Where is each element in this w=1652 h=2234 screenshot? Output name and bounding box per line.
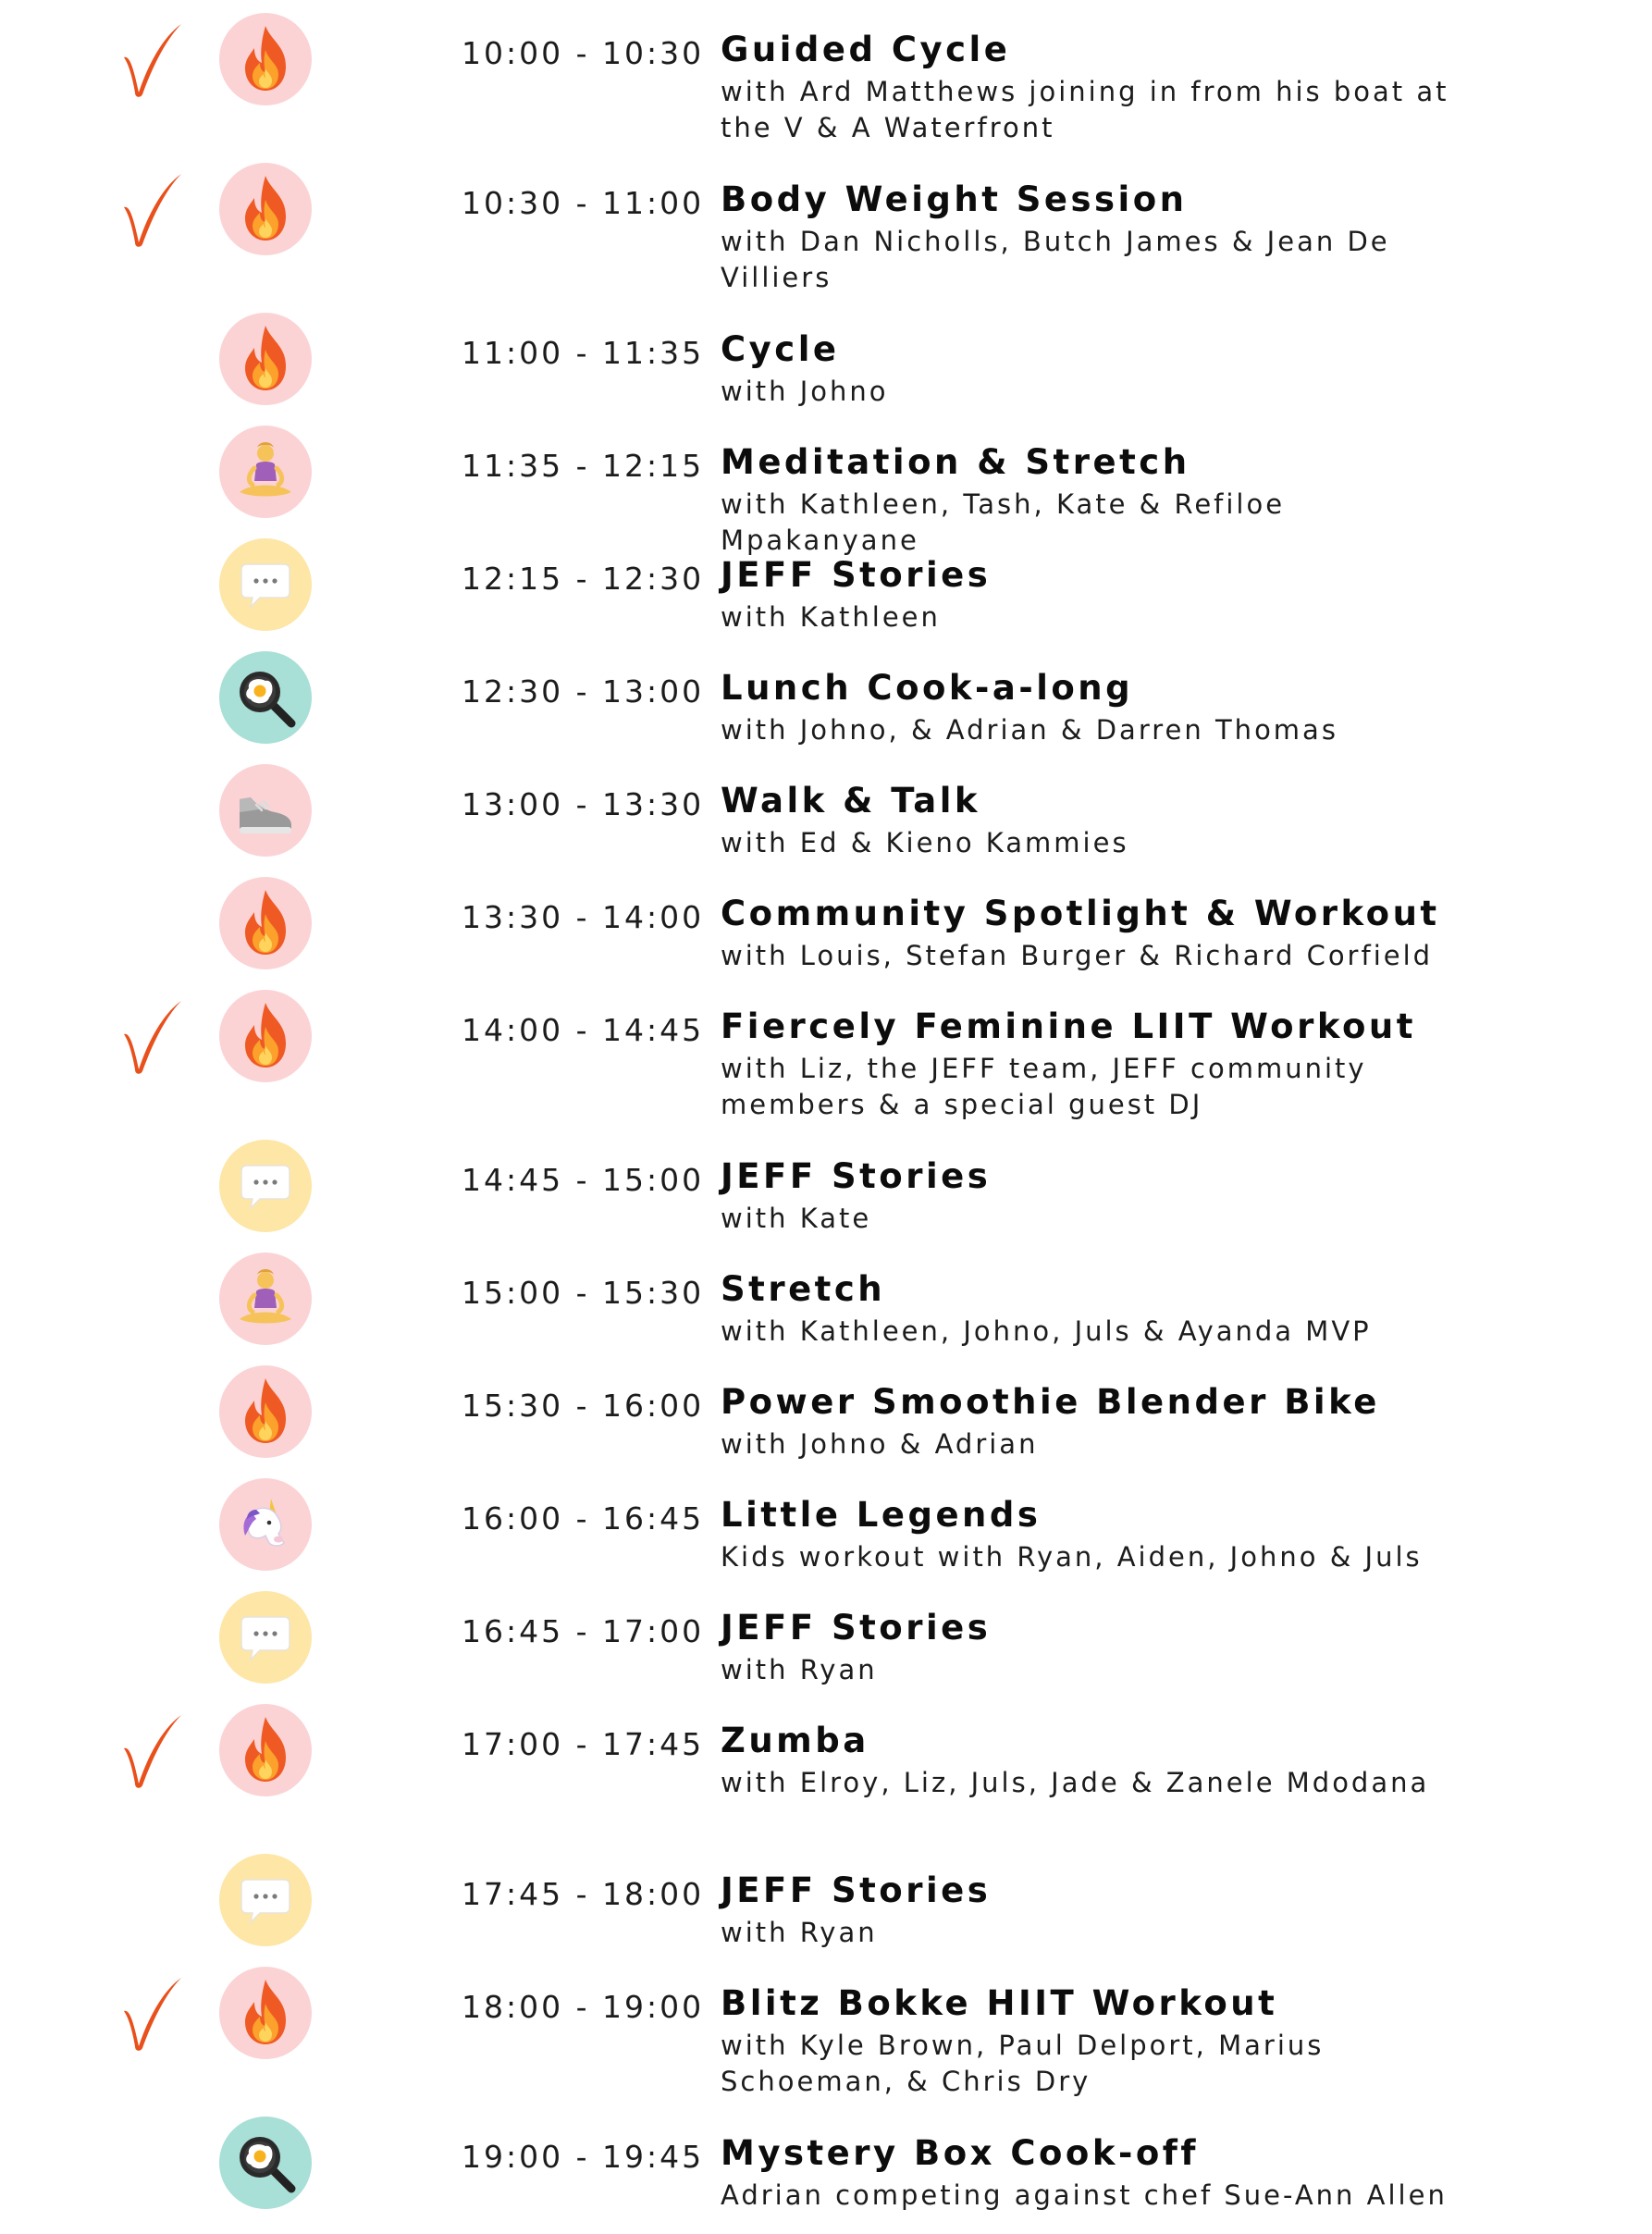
session-hosts: with Kathleen xyxy=(721,601,941,633)
time-range: 15:00 - 15:30 xyxy=(462,1275,705,1311)
speech-bubble-icon xyxy=(219,1140,312,1232)
frying-pan-egg-icon xyxy=(219,2117,312,2209)
session-title: JEFF Stories xyxy=(721,1870,992,1910)
schedule-item: 10:00 - 10:30 Guided Cycle with Ard Matthe… xyxy=(0,0,1652,143)
session-title: Fiercely Feminine LIIT Workout xyxy=(721,1006,1416,1046)
session-title: JEFF Stories xyxy=(721,1608,992,1648)
session-title: JEFF Stories xyxy=(721,555,992,595)
schedule-item: 17:00 - 17:45 Zumba with Elroy, Liz, Juls,… xyxy=(0,1691,1652,1821)
time-range: 17:00 - 17:45 xyxy=(462,1726,705,1762)
speech-bubble-icon xyxy=(219,1854,312,1946)
fire-icon xyxy=(219,1365,312,1458)
schedule-item: 16:45 - 17:00 JEFF Stories with Ryan xyxy=(0,1578,1652,1708)
schedule-item: 19:00 - 19:45 Mystery Box Cook-off Adrian … xyxy=(0,2104,1652,2233)
fire-icon xyxy=(219,877,312,969)
fire-icon xyxy=(219,163,312,255)
session-hosts: with Johno, & Adrian & Darren Thomas xyxy=(721,714,1338,746)
time-range: 10:00 - 10:30 xyxy=(462,35,705,71)
schedule-item: 18:00 - 19:00 Blitz Bokke HIIT Workout wit… xyxy=(0,1954,1652,2097)
time-range: 11:00 - 11:35 xyxy=(462,335,705,371)
checkmark-icon xyxy=(120,1974,185,2052)
checkmark-icon xyxy=(120,997,185,1075)
schedule-item: 12:30 - 13:00 Lunch Cook-a-long with Johno… xyxy=(0,638,1652,768)
time-range: 18:00 - 19:00 xyxy=(462,1989,705,2025)
time-range: 13:30 - 14:00 xyxy=(462,899,705,935)
schedule-item: 13:30 - 14:00 Community Spotlight & Worko… xyxy=(0,864,1652,994)
unicorn-icon xyxy=(219,1478,312,1571)
session-title: Body Weight Session xyxy=(721,179,1188,219)
session-hosts: with Johno & Adrian xyxy=(721,1428,1039,1460)
session-hosts: with Liz, the JEFF team, JEFF community … xyxy=(721,1053,1367,1120)
schedule-item: 15:00 - 15:30 Stretch with Kathleen, Johno… xyxy=(0,1240,1652,1369)
schedule-item: 14:45 - 15:00 JEFF Stories with Kate xyxy=(0,1127,1652,1256)
checkmark-icon xyxy=(120,170,185,248)
schedule-item: 11:00 - 11:35 Cycle with Johno xyxy=(0,300,1652,429)
checkmark-icon xyxy=(120,20,185,98)
schedule-item: 10:30 - 11:00 Body Weight Session with Dan… xyxy=(0,150,1652,293)
time-range: 10:30 - 11:00 xyxy=(462,185,705,221)
schedule-item: 16:00 - 16:45 Little Legends Kids workout … xyxy=(0,1465,1652,1595)
fire-icon xyxy=(219,1704,312,1796)
session-hosts: Kids workout with Ryan, Aiden, Johno & J… xyxy=(721,1541,1423,1573)
time-range: 14:45 - 15:00 xyxy=(462,1162,705,1198)
checkmark-icon xyxy=(120,1711,185,1789)
fire-icon xyxy=(219,13,312,105)
session-title: Little Legends xyxy=(721,1495,1042,1535)
speech-bubble-icon xyxy=(219,538,312,631)
sneaker-icon xyxy=(219,764,312,857)
meditation-icon xyxy=(219,1253,312,1345)
session-title: Walk & Talk xyxy=(721,781,981,821)
session-hosts: with Ed & Kieno Kammies xyxy=(721,827,1129,858)
session-hosts: with Kathleen, Tash, Kate & Refiloe Mpak… xyxy=(721,488,1286,556)
time-range: 19:00 - 19:45 xyxy=(462,2139,705,2175)
session-hosts: with Ryan xyxy=(721,1917,878,1948)
time-range: 12:30 - 13:00 xyxy=(462,673,705,710)
session-hosts: with Ryan xyxy=(721,1654,878,1685)
session-title: Stretch xyxy=(721,1269,886,1309)
session-title: Guided Cycle xyxy=(721,30,1011,69)
session-hosts: with Kyle Brown, Paul Delport, Marius Sc… xyxy=(721,2030,1325,2097)
schedule-item: 14:00 - 14:45 Fiercely Feminine LIIT Work… xyxy=(0,977,1652,1120)
session-title: Power Smoothie Blender Bike xyxy=(721,1382,1380,1422)
time-range: 12:15 - 12:30 xyxy=(462,561,705,597)
schedule-item: 11:35 - 12:15 Meditation & Stretch with Ka… xyxy=(0,413,1652,556)
time-range: 15:30 - 16:00 xyxy=(462,1388,705,1424)
session-hosts: with Ard Matthews joining in from his bo… xyxy=(721,76,1449,143)
session-title: Zumba xyxy=(721,1721,869,1760)
session-title: Community Spotlight & Workout xyxy=(721,894,1440,933)
schedule-item: 12:15 - 12:30 JEFF Stories with Kathleen xyxy=(0,525,1652,655)
session-hosts: with Dan Nicholls, Butch James & Jean De… xyxy=(721,226,1390,293)
schedule-item: 13:00 - 13:30 Walk & Talk with Ed & Kieno … xyxy=(0,751,1652,881)
time-range: 17:45 - 18:00 xyxy=(462,1876,705,1912)
session-title: Meditation & Stretch xyxy=(721,442,1190,482)
session-hosts: with Kate xyxy=(721,1203,872,1234)
frying-pan-egg-icon xyxy=(219,651,312,744)
session-title: Blitz Bokke HIIT Workout xyxy=(721,1983,1278,2023)
time-range: 16:45 - 17:00 xyxy=(462,1613,705,1649)
meditation-icon xyxy=(219,426,312,518)
time-range: 16:00 - 16:45 xyxy=(462,1500,705,1537)
session-hosts: Adrian competing against chef Sue-Ann Al… xyxy=(721,2179,1448,2211)
session-hosts: with Johno xyxy=(721,376,889,407)
time-range: 11:35 - 12:15 xyxy=(462,448,705,484)
session-title: JEFF Stories xyxy=(721,1156,992,1196)
session-title: Lunch Cook-a-long xyxy=(721,668,1134,708)
fire-icon xyxy=(219,1967,312,2059)
fire-icon xyxy=(219,990,312,1082)
schedule-item: 15:30 - 16:00 Power Smoothie Blender Bike… xyxy=(0,1352,1652,1482)
speech-bubble-icon xyxy=(219,1591,312,1684)
time-range: 13:00 - 13:30 xyxy=(462,786,705,822)
time-range: 14:00 - 14:45 xyxy=(462,1012,705,1048)
schedule-item: 17:45 - 18:00 JEFF Stories with Ryan xyxy=(0,1841,1652,1970)
session-title: Mystery Box Cook-off xyxy=(721,2133,1199,2173)
session-hosts: with Louis, Stefan Burger & Richard Corf… xyxy=(721,940,1434,971)
session-hosts: with Kathleen, Johno, Juls & Ayanda MVP xyxy=(721,1315,1372,1347)
session-title: Cycle xyxy=(721,329,840,369)
fire-icon xyxy=(219,313,312,405)
session-hosts: with Elroy, Liz, Juls, Jade & Zanele Mdo… xyxy=(721,1767,1430,1798)
